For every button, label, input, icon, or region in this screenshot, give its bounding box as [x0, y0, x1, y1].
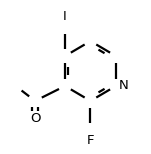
Text: N: N — [119, 79, 129, 92]
Text: O: O — [30, 112, 40, 125]
Text: F: F — [87, 134, 94, 147]
Text: I: I — [63, 10, 67, 23]
